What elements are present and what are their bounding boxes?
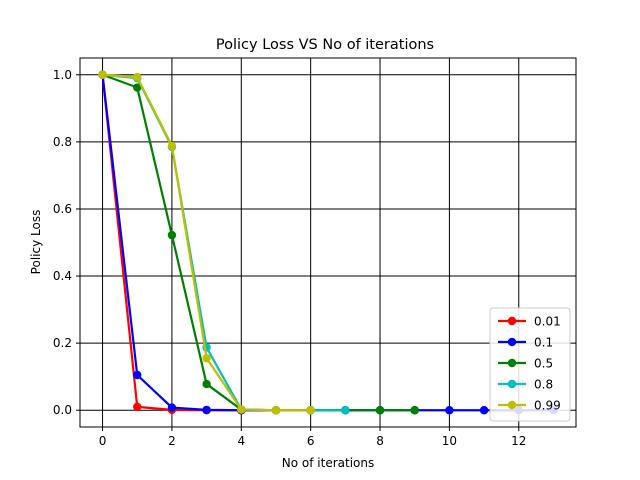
x-tick-label: 0 xyxy=(99,434,107,448)
y-axis-label: Policy Loss xyxy=(29,210,43,275)
legend-marker xyxy=(507,379,517,389)
data-point xyxy=(167,403,177,412)
legend-label: 0.99 xyxy=(534,399,561,413)
ticks: 0 2 4 6 8 10 12 0.0 0.2 0.4 0.6 0.8 1.0 xyxy=(53,68,527,448)
x-tick-label: 10 xyxy=(442,434,457,448)
series-0.99 xyxy=(98,70,315,415)
legend-item: 0.1 xyxy=(498,336,553,350)
legend-item: 0.99 xyxy=(498,399,561,413)
plot-frame xyxy=(79,57,577,428)
legend-marker xyxy=(507,337,517,347)
legend-label: 0.01 xyxy=(534,315,561,329)
legend-label: 0.1 xyxy=(534,336,553,350)
legend-label: 0.8 xyxy=(534,378,553,392)
legend: 0.01 0.1 0.5 0.8 0.99 xyxy=(489,307,571,422)
x-tick-label: 4 xyxy=(237,434,245,448)
legend-marker xyxy=(507,400,517,410)
legend-item: 0.01 xyxy=(498,315,561,329)
data-point xyxy=(237,405,246,414)
y-tick-label: 0.0 xyxy=(53,403,72,417)
x-tick-label: 6 xyxy=(307,434,315,448)
x-axis-label: No of iterations xyxy=(282,456,374,470)
legend-item: 0.8 xyxy=(498,378,553,392)
data-point xyxy=(202,405,211,415)
data-point xyxy=(133,72,142,82)
data-point xyxy=(341,406,350,415)
grid xyxy=(80,58,576,427)
legend-box xyxy=(489,307,571,422)
data-point xyxy=(306,406,315,415)
chart-title: Policy Loss VS No of iterations xyxy=(216,37,434,53)
x-tick-label: 12 xyxy=(511,434,526,448)
data-point xyxy=(133,370,142,380)
data-point xyxy=(375,406,385,415)
data-point xyxy=(202,354,211,363)
y-tick-label: 0.8 xyxy=(53,135,72,149)
y-tick-label: 0.4 xyxy=(53,269,72,283)
y-tick-label: 0.2 xyxy=(53,336,72,350)
x-tick-label: 2 xyxy=(168,434,176,448)
series-layer xyxy=(98,70,558,415)
x-tick-label: 8 xyxy=(376,434,384,448)
legend-marker xyxy=(507,358,517,368)
legend-label: 0.5 xyxy=(534,357,553,371)
data-point xyxy=(479,406,489,415)
data-point xyxy=(133,83,142,92)
data-point xyxy=(410,406,419,415)
legend-item: 0.5 xyxy=(498,357,553,371)
data-point xyxy=(167,141,177,151)
data-point xyxy=(98,70,107,79)
data-point xyxy=(271,406,281,415)
data-point xyxy=(202,379,211,389)
legend-marker xyxy=(507,316,517,326)
y-tick-label: 1.0 xyxy=(53,68,72,82)
data-point xyxy=(167,230,177,240)
y-tick-label: 0.6 xyxy=(53,202,72,216)
data-point xyxy=(445,406,454,415)
data-point xyxy=(133,402,142,412)
